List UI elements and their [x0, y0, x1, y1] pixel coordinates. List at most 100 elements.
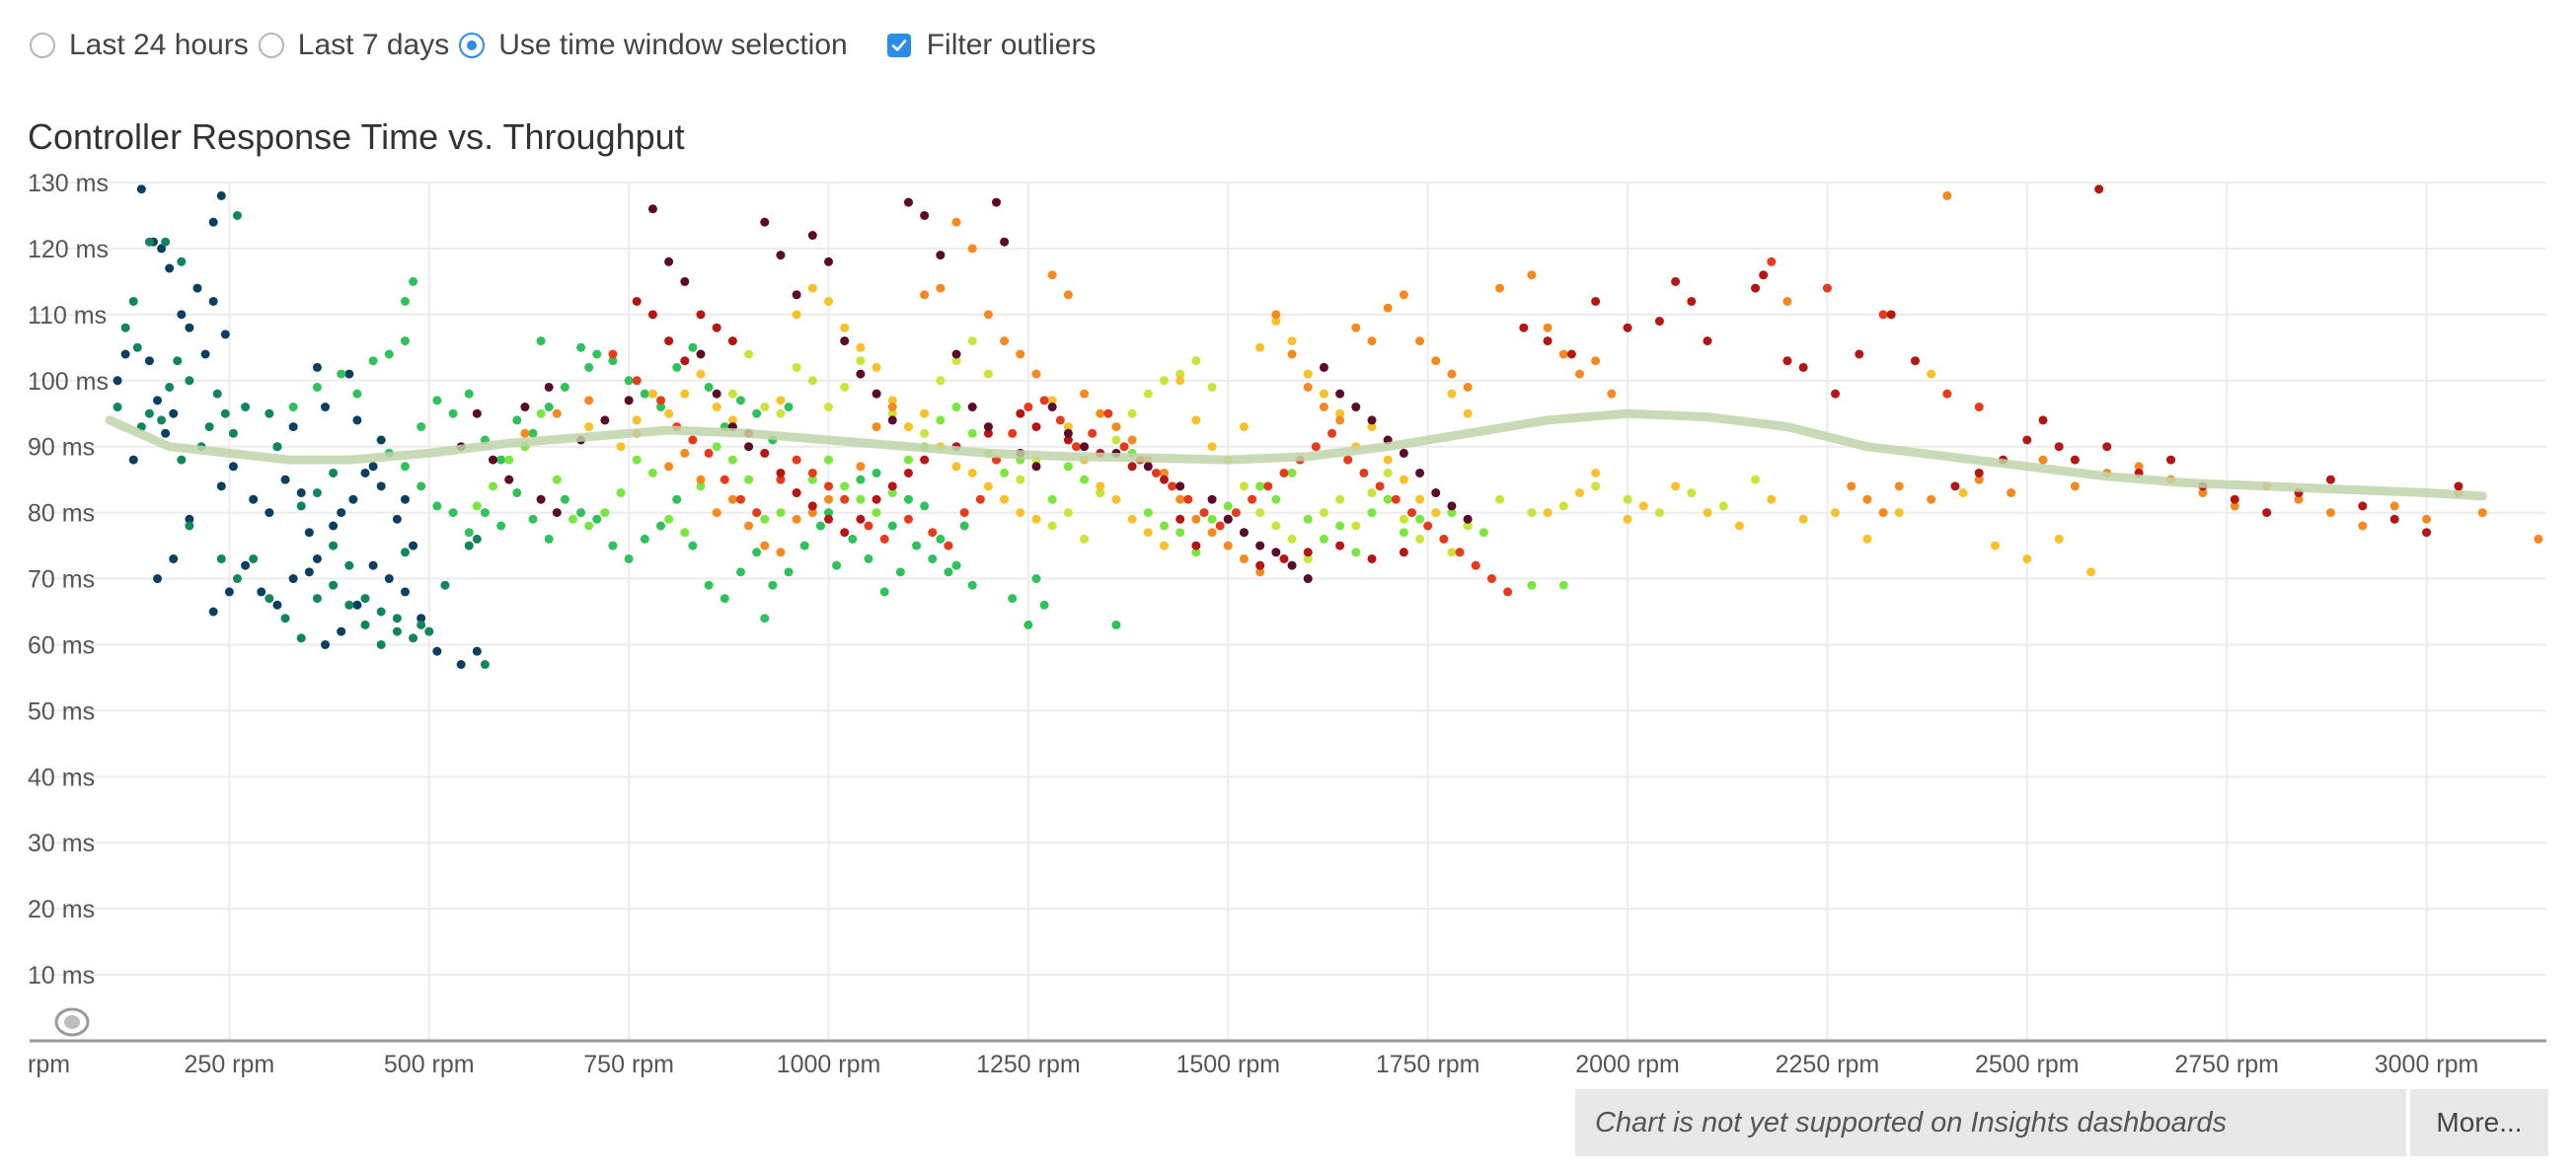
data-point — [232, 574, 242, 584]
data-point — [536, 494, 546, 504]
data-point — [1335, 541, 1345, 550]
data-point — [871, 422, 881, 432]
data-point — [1447, 501, 1457, 511]
data-point — [232, 210, 242, 220]
data-point — [1399, 514, 1408, 524]
data-point — [1974, 468, 1984, 477]
data-point — [296, 501, 306, 511]
data-point — [1039, 396, 1049, 405]
data-point — [1016, 408, 1025, 418]
data-point — [1383, 303, 1393, 313]
data-point — [1383, 494, 1393, 504]
data-point — [257, 587, 266, 597]
data-point — [696, 481, 706, 491]
data-point — [165, 263, 175, 273]
data-point — [321, 403, 331, 412]
data-point — [1335, 415, 1345, 425]
data-point — [2422, 528, 2432, 538]
data-point — [720, 594, 729, 604]
data-point — [1367, 336, 1377, 346]
data-point — [272, 442, 282, 452]
data-point — [2070, 455, 2080, 465]
data-point — [632, 296, 642, 306]
y-tick-label: 50 ms — [28, 697, 95, 725]
data-point — [417, 422, 426, 432]
more-button[interactable]: More... — [2410, 1089, 2548, 1156]
data-point — [417, 614, 426, 624]
data-point — [824, 455, 834, 465]
data-point — [1271, 548, 1281, 557]
y-tick-label: 100 ms — [28, 368, 109, 396]
filter-outliers-toggle[interactable]: Filter outliers — [858, 29, 1096, 62]
data-point — [1423, 521, 1433, 531]
data-point — [2389, 514, 2399, 524]
data-point — [1031, 574, 1041, 584]
data-point — [265, 408, 274, 418]
data-point — [120, 349, 130, 359]
data-point — [1990, 541, 2000, 550]
data-point — [712, 508, 721, 518]
data-point — [384, 349, 394, 359]
data-point — [1207, 382, 1217, 392]
data-point — [417, 481, 426, 491]
option-last-24-hours[interactable]: Last 24 hours — [30, 29, 249, 62]
data-point — [1638, 501, 1648, 511]
option-time-window-selection[interactable]: Use time window selection — [459, 29, 848, 62]
x-tick-label: 250 rpm — [185, 1051, 275, 1078]
data-point — [144, 408, 154, 418]
data-point — [432, 646, 442, 656]
data-point — [344, 600, 354, 610]
data-point — [944, 541, 953, 550]
data-point — [951, 349, 961, 359]
data-point — [936, 251, 946, 260]
data-point — [1016, 349, 1025, 359]
data-point — [185, 323, 194, 332]
filter-outliers-checkbox[interactable] — [886, 34, 911, 57]
data-point — [376, 481, 386, 491]
data-point — [1759, 270, 1769, 280]
data-point — [1175, 514, 1185, 524]
data-point — [1063, 290, 1073, 300]
data-point — [744, 521, 754, 531]
data-point — [2534, 534, 2543, 544]
data-point — [185, 521, 194, 531]
zoom-reset-icon[interactable] — [54, 1007, 90, 1037]
data-point — [983, 310, 993, 320]
option-last-7-days[interactable]: Last 7 days — [258, 29, 449, 62]
data-point — [807, 468, 817, 477]
x-tick-label: 2750 rpm — [2174, 1051, 2279, 1078]
data-point — [1143, 508, 1153, 518]
data-point — [903, 494, 913, 504]
data-point — [920, 210, 930, 220]
data-point — [128, 296, 138, 306]
x-tick-label: 2250 rpm — [1776, 1051, 1880, 1078]
data-point — [832, 560, 842, 570]
data-point — [1143, 528, 1153, 538]
data-point — [696, 349, 706, 359]
data-point — [312, 594, 322, 604]
data-point — [1447, 369, 1457, 379]
data-point — [1463, 514, 1473, 524]
data-point — [920, 428, 930, 438]
data-point — [1751, 475, 1761, 484]
data-point — [280, 475, 290, 484]
radio-last-7-days[interactable] — [258, 33, 284, 58]
radio-last-24-hours[interactable] — [30, 33, 55, 58]
data-point — [1303, 548, 1313, 557]
radio-time-window-selection[interactable] — [459, 33, 486, 58]
data-point — [680, 276, 690, 286]
data-point — [1160, 475, 1170, 484]
data-point — [329, 541, 339, 550]
data-point — [1080, 475, 1090, 484]
data-point — [1160, 541, 1170, 550]
data-point — [120, 323, 130, 332]
data-point — [856, 514, 866, 524]
data-point — [647, 310, 657, 320]
data-point — [208, 217, 218, 227]
data-point — [1798, 362, 1808, 372]
data-point — [680, 448, 690, 458]
data-point — [1255, 342, 1265, 352]
data-point — [337, 626, 346, 636]
data-point — [1831, 508, 1841, 518]
data-point — [1239, 528, 1249, 538]
